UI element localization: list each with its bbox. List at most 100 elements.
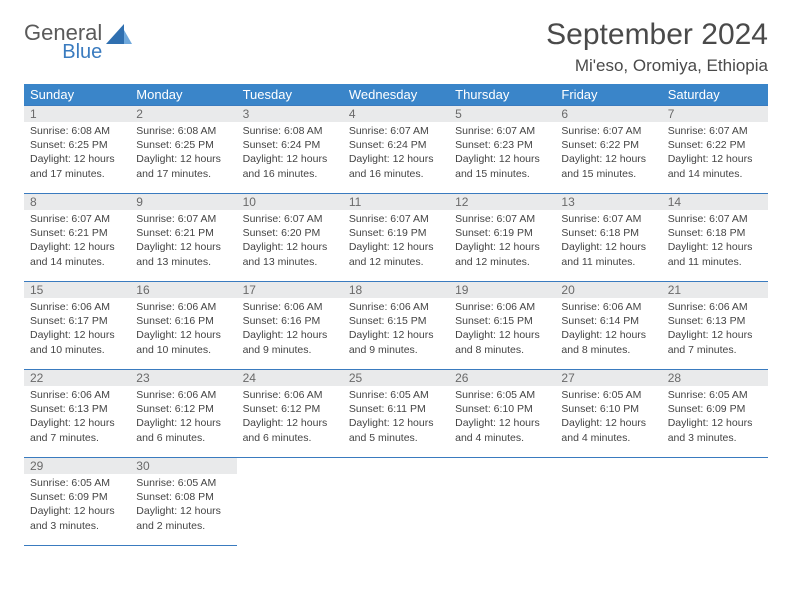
weekday-header: Monday [130,84,236,106]
sunset-text: Sunset: 6:19 PM [455,226,549,240]
logo-word-blue: Blue [24,42,102,62]
day-number: 22 [24,370,130,386]
daylight-text: Daylight: 12 hours and 5 minutes. [349,416,443,444]
day-number: 9 [130,194,236,210]
header: General Blue September 2024 Mi'eso, Orom… [24,18,768,76]
calendar-cell: 28Sunrise: 6:05 AMSunset: 6:09 PMDayligh… [662,370,768,458]
day-details: Sunrise: 6:06 AMSunset: 6:13 PMDaylight:… [662,298,768,361]
daylight-text: Daylight: 12 hours and 16 minutes. [243,152,337,180]
calendar-cell: 29Sunrise: 6:05 AMSunset: 6:09 PMDayligh… [24,458,130,546]
sunrise-text: Sunrise: 6:06 AM [243,388,337,402]
day-details: Sunrise: 6:07 AMSunset: 6:19 PMDaylight:… [343,210,449,273]
daylight-text: Daylight: 12 hours and 9 minutes. [349,328,443,356]
daylight-text: Daylight: 12 hours and 13 minutes. [136,240,230,268]
day-number: 17 [237,282,343,298]
day-number: 28 [662,370,768,386]
daylight-text: Daylight: 12 hours and 9 minutes. [243,328,337,356]
sunset-text: Sunset: 6:15 PM [455,314,549,328]
calendar-cell: 16Sunrise: 6:06 AMSunset: 6:16 PMDayligh… [130,282,236,370]
day-number: 13 [555,194,661,210]
calendar-cell [449,458,555,546]
daylight-text: Daylight: 12 hours and 8 minutes. [561,328,655,356]
calendar-cell: 24 Sunrise: 6:06 AMSunset: 6:12 PMDayligh… [237,370,343,458]
daylight-text: Daylight: 12 hours and 6 minutes. [243,416,337,444]
day-number: 1 [24,106,130,122]
calendar-week-row: 8Sunrise: 6:07 AMSunset: 6:21 PMDaylight… [24,194,768,282]
daylight-text: Daylight: 12 hours and 11 minutes. [561,240,655,268]
calendar-week-row: 1Sunrise: 6:08 AMSunset: 6:25 PMDaylight… [24,106,768,194]
sunrise-text: Sunrise: 6:07 AM [455,124,549,138]
day-details: Sunrise: 6:07 AMSunset: 6:21 PMDaylight:… [130,210,236,273]
day-number: 29 [24,458,130,474]
calendar-cell: 21Sunrise: 6:06 AMSunset: 6:13 PMDayligh… [662,282,768,370]
day-number: 6 [555,106,661,122]
daylight-text: Daylight: 12 hours and 15 minutes. [455,152,549,180]
day-details: Sunrise: 6:07 AMSunset: 6:22 PMDaylight:… [555,122,661,185]
daylight-text: Daylight: 12 hours and 15 minutes. [561,152,655,180]
calendar-cell: 7Sunrise: 6:07 AMSunset: 6:22 PMDaylight… [662,106,768,194]
sunset-text: Sunset: 6:19 PM [349,226,443,240]
calendar-body: 1Sunrise: 6:08 AMSunset: 6:25 PMDaylight… [24,106,768,546]
sunrise-text: Sunrise: 6:06 AM [30,388,124,402]
sunset-text: Sunset: 6:12 PM [243,402,337,416]
day-number: 26 [449,370,555,386]
sunset-text: Sunset: 6:14 PM [561,314,655,328]
sunset-text: Sunset: 6:08 PM [136,490,230,504]
sunrise-text: Sunrise: 6:05 AM [561,388,655,402]
calendar-cell: 17Sunrise: 6:06 AMSunset: 6:16 PMDayligh… [237,282,343,370]
daylight-text: Daylight: 12 hours and 4 minutes. [561,416,655,444]
day-number: 24 [237,370,343,386]
calendar-cell: 8Sunrise: 6:07 AMSunset: 6:21 PMDaylight… [24,194,130,282]
daylight-text: Daylight: 12 hours and 14 minutes. [30,240,124,268]
day-details: Sunrise: 6:06 AMSunset: 6:12 PMDaylight:… [130,386,236,449]
weekday-header: Wednesday [343,84,449,106]
sunset-text: Sunset: 6:15 PM [349,314,443,328]
daylight-text: Daylight: 12 hours and 13 minutes. [243,240,337,268]
sunrise-text: Sunrise: 6:06 AM [136,300,230,314]
calendar-cell: 25Sunrise: 6:05 AMSunset: 6:11 PMDayligh… [343,370,449,458]
weekday-header: Friday [555,84,661,106]
sunrise-text: Sunrise: 6:07 AM [561,124,655,138]
calendar-cell: 26Sunrise: 6:05 AMSunset: 6:10 PMDayligh… [449,370,555,458]
sunset-text: Sunset: 6:18 PM [668,226,762,240]
day-number: 21 [662,282,768,298]
sunrise-text: Sunrise: 6:05 AM [349,388,443,402]
weekday-header: Saturday [662,84,768,106]
sunrise-text: Sunrise: 6:06 AM [30,300,124,314]
sunset-text: Sunset: 6:24 PM [243,138,337,152]
day-details: Sunrise: 6:07 AMSunset: 6:23 PMDaylight:… [449,122,555,185]
day-details: Sunrise: 6:07 AMSunset: 6:24 PMDaylight:… [343,122,449,185]
day-details: Sunrise: 6:08 AMSunset: 6:24 PMDaylight:… [237,122,343,185]
calendar-cell: 2Sunrise: 6:08 AMSunset: 6:25 PMDaylight… [130,106,236,194]
day-details: Sunrise: 6:07 AMSunset: 6:20 PMDaylight:… [237,210,343,273]
daylight-text: Daylight: 12 hours and 8 minutes. [455,328,549,356]
daylight-text: Daylight: 12 hours and 12 minutes. [455,240,549,268]
calendar-cell: 15Sunrise: 6:06 AMSunset: 6:17 PMDayligh… [24,282,130,370]
title-block: September 2024 Mi'eso, Oromiya, Ethiopia [546,18,768,76]
sunset-text: Sunset: 6:12 PM [136,402,230,416]
calendar-cell: 30Sunrise: 6:05 AMSunset: 6:08 PMDayligh… [130,458,236,546]
weekday-header: Tuesday [237,84,343,106]
daylight-text: Daylight: 12 hours and 3 minutes. [30,504,124,532]
sunrise-text: Sunrise: 6:07 AM [668,124,762,138]
day-details: Sunrise: 6:05 AMSunset: 6:11 PMDaylight:… [343,386,449,449]
sunrise-text: Sunrise: 6:06 AM [243,300,337,314]
day-details: Sunrise: 6:06 AMSunset: 6:15 PMDaylight:… [449,298,555,361]
day-number: 12 [449,194,555,210]
sunrise-text: Sunrise: 6:08 AM [30,124,124,138]
sunset-text: Sunset: 6:21 PM [136,226,230,240]
calendar-cell: 23Sunrise: 6:06 AMSunset: 6:12 PMDayligh… [130,370,236,458]
sunrise-text: Sunrise: 6:06 AM [455,300,549,314]
day-details: Sunrise: 6:05 AMSunset: 6:10 PMDaylight:… [449,386,555,449]
daylight-text: Daylight: 12 hours and 11 minutes. [668,240,762,268]
calendar-cell: 10Sunrise: 6:07 AMSunset: 6:20 PMDayligh… [237,194,343,282]
sunrise-text: Sunrise: 6:06 AM [136,388,230,402]
day-details: Sunrise: 6:07 AMSunset: 6:18 PMDaylight:… [555,210,661,273]
sunrise-text: Sunrise: 6:07 AM [455,212,549,226]
day-number: 27 [555,370,661,386]
daylight-text: Daylight: 12 hours and 10 minutes. [30,328,124,356]
day-number: 3 [237,106,343,122]
calendar-cell: 19Sunrise: 6:06 AMSunset: 6:15 PMDayligh… [449,282,555,370]
sunrise-text: Sunrise: 6:05 AM [668,388,762,402]
day-details: Sunrise: 6:08 AMSunset: 6:25 PMDaylight:… [24,122,130,185]
